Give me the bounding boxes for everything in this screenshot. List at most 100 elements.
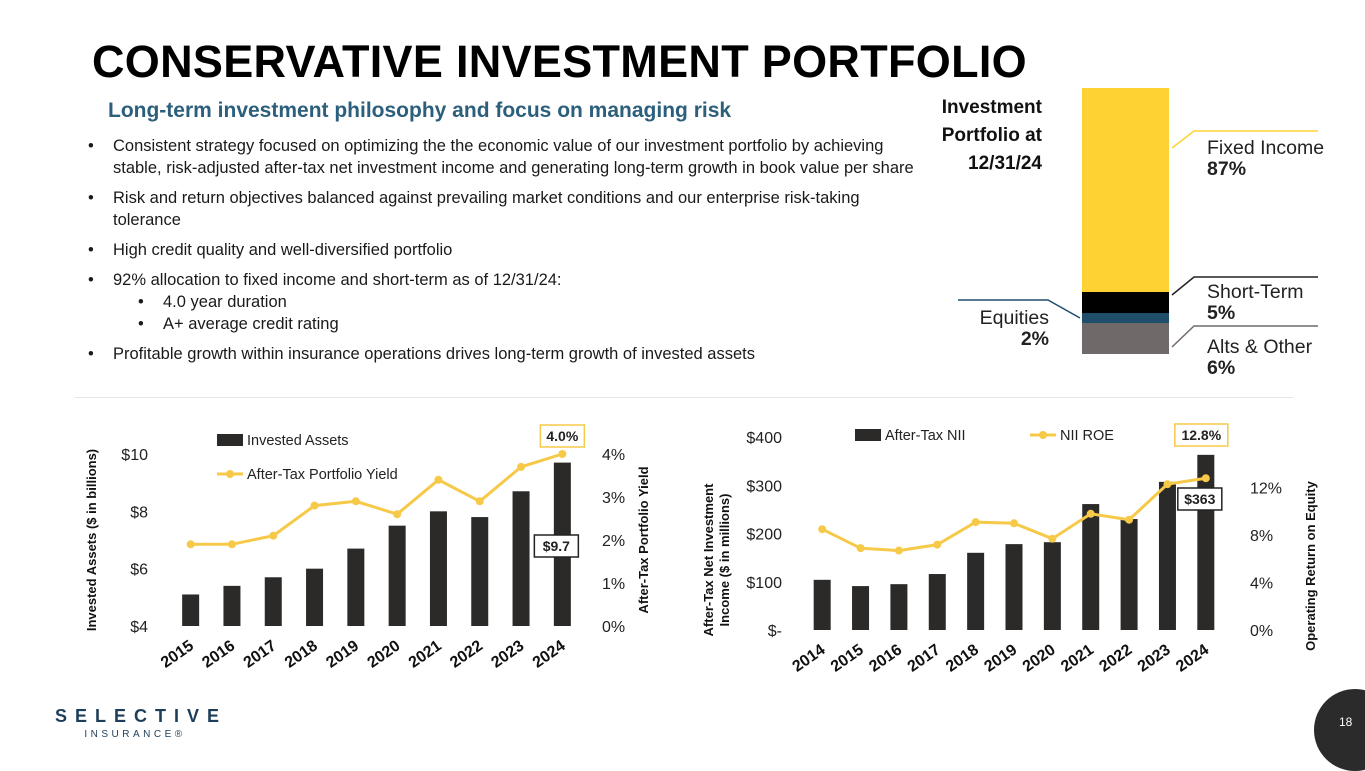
section-divider (75, 397, 1293, 398)
y2-axis-title: After-Tax Portfolio Yield (636, 466, 651, 613)
line-point (517, 462, 526, 471)
bullet-item: High credit quality and well-diversified… (88, 239, 918, 261)
segment-label-fixed-income: Fixed Income 87% (1207, 138, 1324, 180)
x-tick-label: 2023 (1135, 641, 1174, 675)
y2-tick-label: 1% (602, 576, 625, 593)
x-tick-label: 2017 (905, 641, 944, 675)
company-logo: SELECTIVE INSURANCE® (55, 706, 228, 740)
bar (967, 552, 985, 630)
line-point (1125, 515, 1134, 524)
segment-pct: 6% (1207, 357, 1236, 379)
segment-pct: 5% (1207, 302, 1236, 324)
y2-axis-title: Operating Return on Equity (1303, 480, 1318, 650)
y2-tick-label: 4% (1250, 576, 1273, 593)
sub-bullet-item: A+ average credit rating (88, 313, 918, 335)
line-point (971, 518, 980, 527)
y-axis-title: Invested Assets ($ in billions) (84, 449, 99, 631)
segment-alts-other (1082, 323, 1169, 354)
y-tick-label: $10 (121, 447, 148, 464)
bullet-item: Risk and return objectives balanced agai… (88, 187, 918, 231)
x-tick-label: 2016 (866, 641, 905, 675)
y2-tick-label: 2% (602, 533, 625, 550)
segment-pct: 2% (1020, 328, 1049, 350)
x-tick-label: 2016 (199, 637, 238, 671)
page-number-badge: 18 (1314, 689, 1365, 771)
x-tick-label: 2020 (1020, 641, 1059, 675)
line-last-annotation: 12.8% (1181, 427, 1221, 443)
x-tick-label: 2014 (790, 641, 829, 675)
logo-sub-text: INSURANCE® (84, 729, 186, 740)
y-tick-label: $8 (130, 504, 148, 521)
bar (223, 585, 241, 626)
segment-label-short-term: Short-Term 5% (1207, 282, 1303, 324)
line-point (227, 540, 236, 549)
sub-bullet-item: 4.0 year duration (88, 291, 918, 313)
bar (852, 586, 870, 630)
line-last-annotation-box (1174, 423, 1229, 447)
bullet-text: 92% allocation to fixed income and short… (113, 271, 562, 289)
line-last-annotation-box (539, 424, 586, 448)
y-tick-label: $4 (130, 619, 148, 636)
bar-last-annotation-box (1177, 487, 1223, 511)
y-tick-label: $- (768, 623, 782, 640)
legend-line-marker (1039, 431, 1047, 439)
line-point (1086, 509, 1095, 518)
bar (388, 525, 406, 626)
y2-tick-label: 0% (1250, 623, 1273, 640)
line-point (1201, 474, 1210, 483)
x-tick-label: 2023 (488, 637, 527, 671)
bar (1158, 481, 1176, 630)
segment-name: Fixed Income (1207, 137, 1325, 159)
legend-label: After-Tax Portfolio Yield (247, 467, 398, 483)
portfolio-label: Investment Portfolio at 12/31/24 (935, 94, 1042, 178)
y-tick-label: $6 (130, 562, 148, 579)
portfolio-label-line: 12/31/24 (968, 153, 1042, 174)
bar (1043, 542, 1061, 630)
logo-main-text: SELECTIVE (55, 706, 228, 726)
x-tick-label: 2024 (530, 637, 569, 671)
bar (471, 517, 489, 626)
bullet-item: 92% allocation to fixed income and short… (88, 269, 918, 291)
leader-line-short-term (1171, 276, 1318, 296)
segment-name: Equities (979, 307, 1049, 329)
segment-name: Short-Term (1207, 281, 1304, 303)
y2-tick-label: 4% (602, 447, 625, 464)
bar-last-annotation: $363 (1184, 491, 1215, 507)
segment-label-equities: Equities 2% (960, 308, 1049, 350)
bar (1082, 504, 1100, 630)
x-tick-label: 2019 (981, 641, 1020, 675)
y2-tick-label: 8% (1250, 528, 1273, 545)
line-point (434, 475, 443, 484)
line-point (558, 450, 567, 458)
bar (512, 491, 530, 626)
bar (429, 511, 447, 626)
bar (347, 548, 365, 626)
line-point (393, 510, 402, 519)
segment-leader-lines (958, 130, 1318, 348)
line-point (351, 497, 360, 506)
line-point (933, 540, 942, 549)
page-title: CONSERVATIVE INVESTMENT PORTFOLIO (92, 36, 1027, 87)
segment-fixed-income (1082, 88, 1169, 292)
portfolio-label-line: Portfolio at (941, 125, 1042, 146)
line-point (1010, 519, 1018, 528)
x-tick-label: 2021 (406, 637, 445, 671)
leader-line-equities (958, 299, 1081, 319)
bar (928, 574, 946, 630)
line-point (1163, 480, 1172, 489)
y-tick-label: $100 (746, 575, 782, 592)
y2-tick-label: 3% (602, 490, 625, 507)
line-point (894, 546, 903, 555)
yield-line (821, 476, 1207, 553)
legend-label: After-Tax NII (885, 428, 966, 444)
line-point (186, 540, 195, 549)
invested-assets-chart: $4$6$8$100%1%2%3%4%2015 2016 2017 2018 2019 2… (84, 424, 651, 672)
bullet-item: Profitable growth within insurance opera… (88, 343, 918, 365)
leader-line-fixed-income (1171, 130, 1318, 149)
bullet-item: Consistent strategy focused on optimizin… (88, 135, 918, 179)
line-point (856, 544, 865, 553)
line-last-annotation: 4.0% (546, 428, 578, 444)
legend-bar-swatch (217, 434, 243, 446)
y-tick-label: $200 (746, 527, 782, 544)
